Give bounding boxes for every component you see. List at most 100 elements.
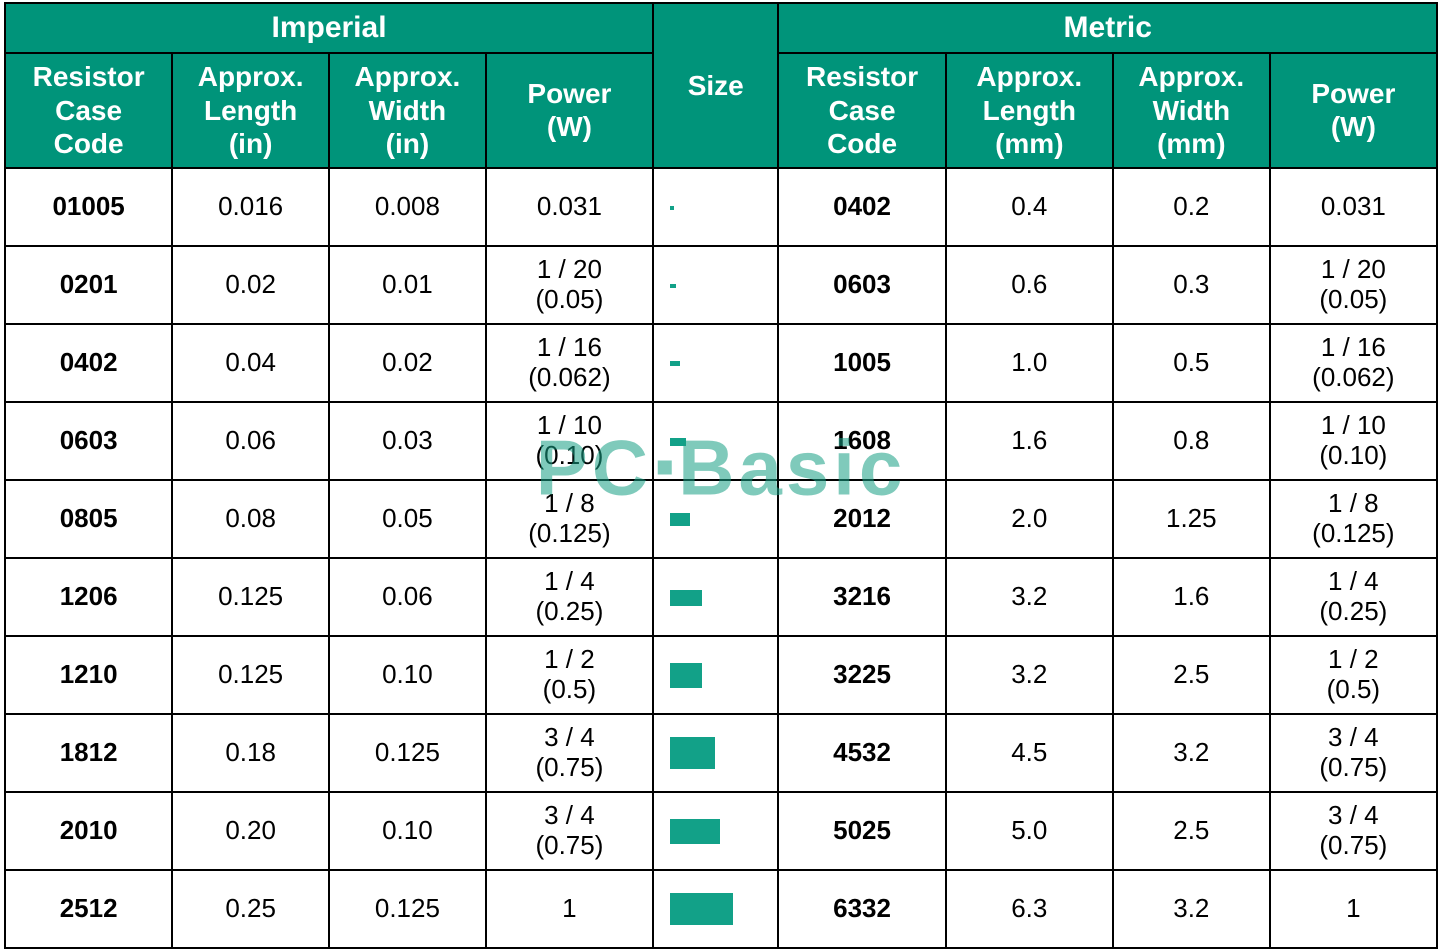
cell-imp-code: 1812 — [5, 714, 172, 792]
table-row: 04020.040.021 / 16(0.062)10051.00.51 / 1… — [5, 324, 1437, 402]
cell-imp-pow: 1 / 20(0.05) — [486, 246, 653, 324]
cell-imp-wid: 0.008 — [329, 168, 486, 246]
header-met-wid: Approx.Width(mm) — [1113, 53, 1270, 168]
cell-imp-pow: 3 / 4(0.75) — [486, 714, 653, 792]
cell-size-chip — [653, 870, 778, 948]
cell-imp-len: 0.25 — [172, 870, 329, 948]
cell-met-wid: 2.5 — [1113, 792, 1270, 870]
cell-imp-code: 2512 — [5, 870, 172, 948]
header-imp-wid: Approx.Width(in) — [329, 53, 486, 168]
cell-imp-code: 2010 — [5, 792, 172, 870]
cell-met-len: 3.2 — [946, 636, 1113, 714]
cell-size-chip — [653, 402, 778, 480]
cell-met-len: 0.6 — [946, 246, 1113, 324]
cell-imp-code: 1206 — [5, 558, 172, 636]
cell-imp-len: 0.06 — [172, 402, 329, 480]
cell-imp-len: 0.20 — [172, 792, 329, 870]
resistor-size-table: Imperial Size Metric ResistorCaseCode Ap… — [4, 2, 1438, 949]
size-chip-icon — [670, 663, 702, 688]
cell-met-code: 1608 — [778, 402, 945, 480]
cell-met-len: 3.2 — [946, 558, 1113, 636]
cell-size-chip — [653, 792, 778, 870]
cell-met-code: 3225 — [778, 636, 945, 714]
size-chip-icon — [670, 438, 686, 446]
cell-met-len: 1.6 — [946, 402, 1113, 480]
cell-size-chip — [653, 558, 778, 636]
header-met-pow: Power(W) — [1270, 53, 1437, 168]
cell-size-chip — [653, 480, 778, 558]
table-head: Imperial Size Metric ResistorCaseCode Ap… — [5, 3, 1437, 168]
size-chip-icon — [670, 361, 680, 366]
cell-met-len: 2.0 — [946, 480, 1113, 558]
cell-met-code: 6332 — [778, 870, 945, 948]
header-imp-len: Approx.Length(in) — [172, 53, 329, 168]
cell-met-wid: 3.2 — [1113, 870, 1270, 948]
size-chip-icon — [670, 284, 676, 288]
cell-met-wid: 0.8 — [1113, 402, 1270, 480]
header-imp-pow: Power(W) — [486, 53, 653, 168]
cell-met-code: 4532 — [778, 714, 945, 792]
cell-met-pow: 3 / 4(0.75) — [1270, 714, 1437, 792]
cell-imp-wid: 0.10 — [329, 636, 486, 714]
cell-met-pow: 1 / 4(0.25) — [1270, 558, 1437, 636]
group-header-imperial: Imperial — [5, 3, 653, 53]
cell-met-pow: 1 — [1270, 870, 1437, 948]
table-row: 25120.250.125163326.33.21 — [5, 870, 1437, 948]
cell-size-chip — [653, 636, 778, 714]
cell-met-pow: 0.031 — [1270, 168, 1437, 246]
cell-size-chip — [653, 246, 778, 324]
cell-imp-pow: 3 / 4(0.75) — [486, 792, 653, 870]
cell-imp-wid: 0.125 — [329, 870, 486, 948]
cell-imp-wid: 0.06 — [329, 558, 486, 636]
cell-imp-pow: 1 / 8(0.125) — [486, 480, 653, 558]
group-header-metric: Metric — [778, 3, 1437, 53]
cell-met-code: 2012 — [778, 480, 945, 558]
table-row: 20100.200.103 / 4(0.75)50255.02.53 / 4(0… — [5, 792, 1437, 870]
cell-imp-wid: 0.01 — [329, 246, 486, 324]
cell-imp-len: 0.18 — [172, 714, 329, 792]
cell-imp-wid: 0.02 — [329, 324, 486, 402]
header-met-code: ResistorCaseCode — [778, 53, 945, 168]
cell-met-len: 1.0 — [946, 324, 1113, 402]
cell-met-code: 3216 — [778, 558, 945, 636]
cell-met-pow: 3 / 4(0.75) — [1270, 792, 1437, 870]
cell-met-pow: 1 / 16(0.062) — [1270, 324, 1437, 402]
cell-imp-wid: 0.05 — [329, 480, 486, 558]
cell-imp-len: 0.08 — [172, 480, 329, 558]
cell-imp-wid: 0.10 — [329, 792, 486, 870]
header-size: Size — [653, 3, 778, 168]
cell-met-wid: 1.25 — [1113, 480, 1270, 558]
table-row: 12060.1250.061 / 4(0.25)32163.21.61 / 4(… — [5, 558, 1437, 636]
cell-size-chip — [653, 324, 778, 402]
cell-imp-len: 0.125 — [172, 636, 329, 714]
cell-met-code: 5025 — [778, 792, 945, 870]
cell-met-pow: 1 / 2(0.5) — [1270, 636, 1437, 714]
cell-met-pow: 1 / 20(0.05) — [1270, 246, 1437, 324]
header-imp-code: ResistorCaseCode — [5, 53, 172, 168]
cell-size-chip — [653, 168, 778, 246]
cell-met-wid: 2.5 — [1113, 636, 1270, 714]
table-row: 010050.0160.0080.03104020.40.20.031 — [5, 168, 1437, 246]
cell-imp-pow: 1 / 2(0.5) — [486, 636, 653, 714]
table-row: 02010.020.011 / 20(0.05)06030.60.31 / 20… — [5, 246, 1437, 324]
cell-imp-pow: 0.031 — [486, 168, 653, 246]
size-chip-icon — [670, 737, 715, 769]
size-chip-icon — [670, 819, 720, 844]
table-row: 18120.180.1253 / 4(0.75)45324.53.23 / 4(… — [5, 714, 1437, 792]
cell-imp-code: 1210 — [5, 636, 172, 714]
cell-met-code: 1005 — [778, 324, 945, 402]
cell-met-wid: 0.2 — [1113, 168, 1270, 246]
cell-met-len: 5.0 — [946, 792, 1113, 870]
cell-imp-wid: 0.125 — [329, 714, 486, 792]
cell-imp-code: 01005 — [5, 168, 172, 246]
size-chip-icon — [670, 893, 733, 925]
table-body: 010050.0160.0080.03104020.40.20.03102010… — [5, 168, 1437, 948]
cell-imp-len: 0.02 — [172, 246, 329, 324]
cell-met-wid: 1.6 — [1113, 558, 1270, 636]
cell-imp-pow: 1 / 10(0.10) — [486, 402, 653, 480]
table-row: 12100.1250.101 / 2(0.5)32253.22.51 / 2(0… — [5, 636, 1437, 714]
cell-imp-wid: 0.03 — [329, 402, 486, 480]
cell-imp-len: 0.04 — [172, 324, 329, 402]
cell-imp-len: 0.016 — [172, 168, 329, 246]
cell-imp-code: 0201 — [5, 246, 172, 324]
